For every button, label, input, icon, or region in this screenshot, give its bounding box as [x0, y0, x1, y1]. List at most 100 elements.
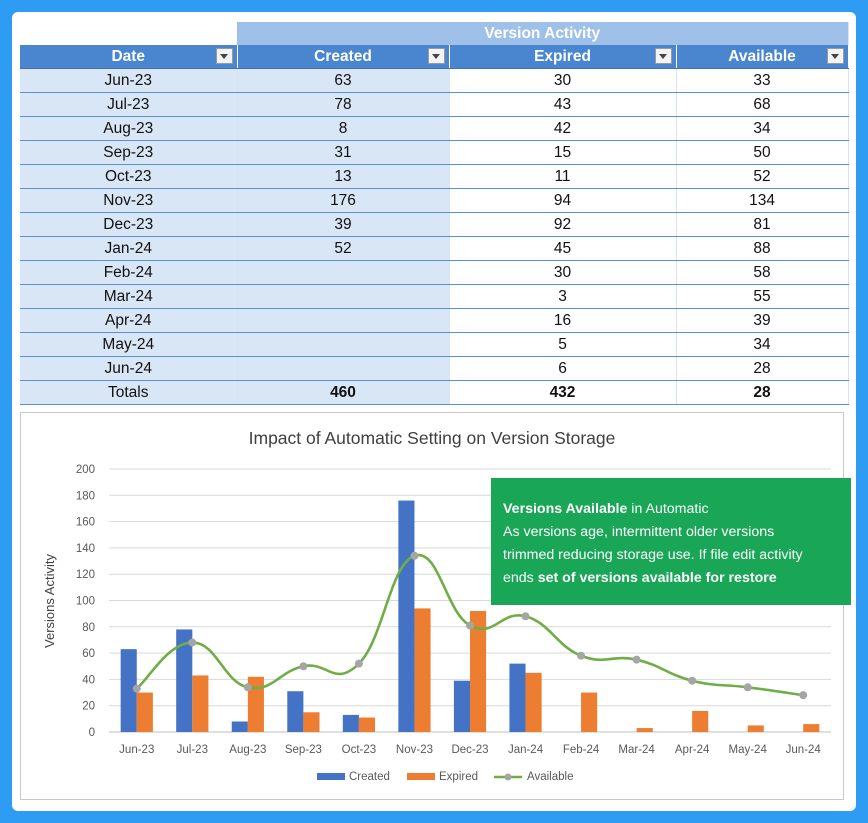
column-header-created[interactable]: Created — [237, 45, 450, 69]
filter-dropdown-icon[interactable] — [427, 48, 445, 64]
filter-dropdown-icon[interactable] — [826, 48, 844, 64]
column-header-date[interactable]: Date — [20, 45, 238, 69]
bar-expired — [692, 710, 709, 732]
y-tick-label: 120 — [76, 569, 95, 581]
bar-created — [509, 663, 526, 732]
row-date-cell[interactable]: Dec-23 — [20, 212, 238, 237]
row-available-cell[interactable]: 68 — [676, 92, 849, 117]
row-date-cell[interactable]: Mar-24 — [20, 284, 238, 309]
row-date-cell[interactable]: May-24 — [20, 332, 238, 357]
row-available-cell[interactable]: 134 — [676, 188, 849, 213]
x-tick-label: Aug-23 — [229, 744, 266, 756]
row-expired-cell[interactable]: 42 — [449, 116, 677, 141]
legend-available-marker — [504, 773, 512, 781]
callout-line-4: ends set of versions available for resto… — [503, 567, 841, 590]
bar-expired — [525, 672, 542, 732]
row-date-cell[interactable]: Aug-23 — [20, 116, 238, 141]
chart-title: Impact of Automatic Setting on Version S… — [249, 428, 616, 448]
y-tick-label: 200 — [76, 464, 95, 476]
row-expired-cell[interactable]: 11 — [449, 164, 677, 189]
row-created-cell[interactable]: 31 — [237, 140, 450, 165]
row-expired-cell[interactable]: 30 — [449, 68, 677, 93]
row-date-cell[interactable]: Nov-23 — [20, 188, 238, 213]
row-created-cell[interactable] — [237, 332, 450, 357]
row-expired-cell[interactable]: 94 — [449, 188, 677, 213]
row-available-cell[interactable]: 50 — [676, 140, 849, 165]
bar-expired — [581, 692, 598, 732]
row-date-cell[interactable]: Jun-24 — [20, 356, 238, 381]
row-available-cell[interactable]: 28 — [676, 356, 849, 381]
row-created-cell[interactable]: 63 — [237, 68, 450, 93]
row-expired-cell[interactable]: 45 — [449, 236, 677, 261]
row-available-cell[interactable]: 34 — [676, 332, 849, 357]
row-available-cell[interactable]: 33 — [676, 68, 849, 93]
row-expired-cell[interactable]: 15 — [449, 140, 677, 165]
row-available-cell[interactable]: 81 — [676, 212, 849, 237]
row-available-cell[interactable]: 55 — [676, 284, 849, 309]
row-created-cell[interactable]: 52 — [237, 236, 450, 261]
table-row: Sep-23 31 15 50 — [20, 140, 849, 165]
bars — [120, 500, 820, 732]
totals-created-cell[interactable]: 460 — [237, 380, 450, 405]
row-date-cell[interactable]: Feb-24 — [20, 260, 238, 285]
x-tick-label: Oct-23 — [342, 744, 377, 756]
x-tick-label: Feb-24 — [563, 744, 600, 756]
row-available-cell[interactable]: 88 — [676, 236, 849, 261]
page-frame: Version Activity Date Created Expired Av… — [12, 12, 856, 811]
row-expired-cell[interactable]: 3 — [449, 284, 677, 309]
row-created-cell[interactable]: 39 — [237, 212, 450, 237]
row-created-cell[interactable] — [237, 356, 450, 381]
x-tick-label: Mar-24 — [618, 744, 655, 756]
row-created-cell[interactable]: 176 — [237, 188, 450, 213]
x-tick-label: Apr-24 — [675, 744, 710, 756]
row-date-cell[interactable]: Jan-24 — [20, 236, 238, 261]
table-row: Apr-24 16 39 — [20, 308, 849, 333]
row-created-cell[interactable]: 13 — [237, 164, 450, 189]
bar-created — [398, 500, 415, 732]
row-expired-cell[interactable]: 43 — [449, 92, 677, 117]
row-expired-cell[interactable]: 6 — [449, 356, 677, 381]
row-available-cell[interactable]: 58 — [676, 260, 849, 285]
totals-available-cell[interactable]: 28 — [676, 380, 849, 405]
column-header-available[interactable]: Available — [676, 45, 849, 69]
row-expired-cell[interactable]: 16 — [449, 308, 677, 333]
column-header-label: Available — [728, 47, 796, 65]
row-available-cell[interactable]: 39 — [676, 308, 849, 333]
available-point — [188, 638, 197, 647]
available-point — [243, 683, 252, 692]
row-created-cell[interactable] — [237, 260, 450, 285]
callout-line-1: Versions Available in Automatic — [503, 498, 841, 521]
row-available-cell[interactable]: 34 — [676, 116, 849, 141]
row-date-cell[interactable]: Oct-23 — [20, 164, 238, 189]
callout-line-3: trimmed reducing storage use. If file ed… — [503, 547, 803, 563]
totals-expired-cell[interactable]: 432 — [449, 380, 677, 405]
table-row: Oct-23 13 11 52 — [20, 164, 849, 189]
x-tick-label: Nov-23 — [396, 744, 433, 756]
legend-created-swatch — [317, 773, 345, 780]
column-header-expired[interactable]: Expired — [449, 45, 677, 69]
row-date-cell[interactable]: Jul-23 — [20, 92, 238, 117]
row-date-cell[interactable]: Jun-23 — [20, 68, 238, 93]
callout-line-4-bold: set of versions available for restore — [537, 570, 777, 586]
bar-expired — [136, 692, 153, 732]
version-storage-chart: Impact of Automatic Setting on Version S… — [20, 412, 851, 800]
row-expired-cell[interactable]: 92 — [449, 212, 677, 237]
filter-dropdown-icon[interactable] — [215, 48, 233, 64]
x-axis-ticks: Jun-23 Jul-23 Aug-23 Sep-23 Oct-23 Nov-23 Dec-… — [119, 744, 821, 756]
row-expired-cell[interactable]: 30 — [449, 260, 677, 285]
row-date-cell[interactable]: Sep-23 — [20, 140, 238, 165]
totals-label-cell[interactable]: Totals — [20, 380, 238, 405]
y-axis-label: Versions Activity — [42, 554, 57, 648]
row-expired-cell[interactable]: 5 — [449, 332, 677, 357]
row-created-cell[interactable]: 78 — [237, 92, 450, 117]
row-created-cell[interactable] — [237, 308, 450, 333]
x-tick-label: Jun-24 — [786, 744, 822, 756]
filter-dropdown-icon[interactable] — [654, 48, 672, 64]
row-date-cell[interactable]: Apr-24 — [20, 308, 238, 333]
available-line — [132, 551, 808, 700]
row-created-cell[interactable] — [237, 284, 450, 309]
available-point — [688, 676, 697, 685]
available-point — [299, 662, 308, 671]
row-created-cell[interactable]: 8 — [237, 116, 450, 141]
row-available-cell[interactable]: 52 — [676, 164, 849, 189]
